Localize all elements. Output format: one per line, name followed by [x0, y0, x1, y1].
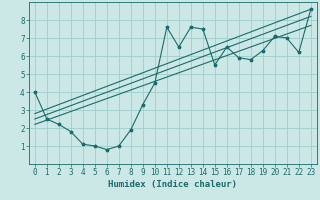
X-axis label: Humidex (Indice chaleur): Humidex (Indice chaleur): [108, 180, 237, 189]
